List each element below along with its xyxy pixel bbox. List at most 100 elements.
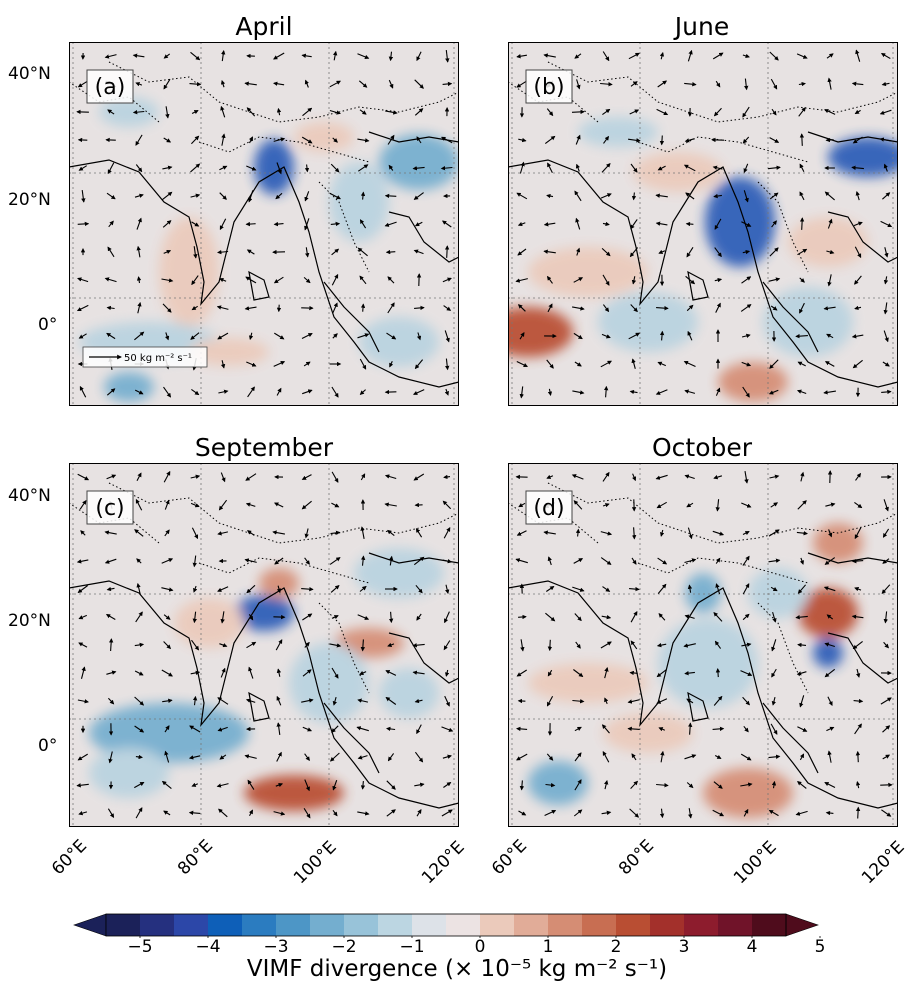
lon-tick-120e-right: 120°E bbox=[858, 837, 909, 889]
flux-vector-arrow bbox=[684, 670, 695, 676]
flux-vector-arrow bbox=[357, 164, 369, 172]
flux-vector-arrow bbox=[161, 780, 172, 790]
flux-vector-arrow bbox=[601, 247, 611, 257]
flux-vector-arrow bbox=[78, 642, 88, 648]
flux-vector-arrow bbox=[217, 697, 229, 705]
flux-vector-arrow bbox=[162, 698, 173, 703]
flux-vector-arrow bbox=[879, 137, 892, 142]
flux-vector-arrow bbox=[276, 162, 282, 175]
coastline bbox=[248, 270, 270, 301]
flux-vector-arrow bbox=[826, 726, 835, 732]
flux-vector-arrow bbox=[825, 502, 836, 507]
flux-vector-arrow bbox=[771, 696, 777, 706]
flux-vector-arrow bbox=[571, 109, 585, 115]
flux-vector-arrow bbox=[771, 780, 777, 789]
flux-vector-arrow bbox=[220, 360, 226, 369]
flux-vector-arrow bbox=[386, 780, 396, 790]
flux-vector-arrow bbox=[163, 641, 172, 650]
flux-vector-arrow bbox=[797, 781, 807, 789]
flux-vector-arrow bbox=[220, 611, 225, 624]
flux-vector-arrow bbox=[416, 613, 422, 621]
flux-vector-arrow bbox=[414, 782, 425, 787]
map-panel-june: (b) bbox=[508, 42, 898, 406]
flux-vector-arrow bbox=[246, 584, 256, 594]
divergence-patch bbox=[508, 307, 573, 357]
flux-vector-arrow bbox=[303, 808, 311, 819]
flux-vector-arrow bbox=[883, 330, 889, 343]
flux-vector-arrow bbox=[601, 614, 612, 620]
flux-vector-arrow bbox=[855, 49, 861, 62]
flux-vector-arrow bbox=[248, 666, 254, 679]
flux-vector-arrow bbox=[884, 247, 889, 258]
flux-vector-arrow bbox=[543, 53, 556, 58]
flux-vector-arrow bbox=[854, 275, 862, 285]
flux-vector-arrow bbox=[330, 163, 340, 173]
flux-vector-arrow bbox=[743, 163, 749, 174]
colorbar-tick-label: 2 bbox=[610, 937, 622, 957]
flux-vector-arrow bbox=[301, 136, 313, 144]
flux-vector-arrow bbox=[329, 752, 340, 762]
flux-vector-arrow bbox=[332, 50, 338, 61]
flux-vector-arrow bbox=[827, 77, 832, 90]
flux-vector-arrow bbox=[575, 163, 581, 172]
flux-vector-arrow bbox=[247, 386, 255, 398]
flux-vector-arrow bbox=[600, 641, 612, 649]
flux-vector-arrow bbox=[357, 333, 370, 339]
flux-vector-arrow bbox=[740, 670, 753, 677]
divergence-patch bbox=[658, 618, 758, 708]
flux-vector-arrow bbox=[823, 306, 836, 311]
flux-vector-arrow bbox=[686, 502, 694, 508]
flux-vector-arrow bbox=[414, 108, 424, 116]
flux-vector-arrow bbox=[545, 586, 555, 592]
flux-vector-arrow bbox=[190, 670, 201, 676]
flux-vector-arrow bbox=[571, 306, 585, 311]
flux-vector-arrow bbox=[359, 670, 367, 675]
flux-vector-arrow bbox=[190, 332, 200, 340]
flux-vector-arrow bbox=[220, 472, 226, 483]
flux-vector-arrow bbox=[687, 722, 693, 735]
flux-vector-arrow bbox=[546, 275, 553, 284]
flux-vector-arrow bbox=[360, 555, 366, 566]
divergence-patch bbox=[798, 588, 858, 638]
flux-vector-arrow bbox=[273, 221, 284, 227]
flux-vector-arrow bbox=[304, 218, 310, 231]
flux-vector-arrow bbox=[246, 530, 255, 536]
flux-vector-arrow bbox=[163, 470, 171, 483]
divergence-patch bbox=[254, 139, 294, 195]
flux-vector-arrow bbox=[445, 358, 450, 371]
flux-vector-arrow bbox=[304, 779, 310, 792]
flux-vector-arrow bbox=[136, 217, 142, 230]
flux-vector-arrow bbox=[216, 783, 229, 788]
flux-vector-arrow bbox=[516, 753, 528, 761]
flux-vector-arrow bbox=[388, 79, 394, 89]
flux-vector-arrow bbox=[576, 79, 581, 90]
flux-vector-arrow bbox=[770, 723, 778, 735]
flux-vector-arrow bbox=[388, 164, 394, 171]
flux-vector-arrow bbox=[630, 611, 638, 623]
flux-vector-arrow bbox=[629, 808, 640, 818]
flux-vector-arrow bbox=[413, 473, 425, 481]
flux-vector-arrow bbox=[795, 810, 808, 816]
flux-vector-arrow bbox=[274, 332, 285, 340]
flux-vector-arrow bbox=[107, 697, 115, 705]
flux-vector-arrow bbox=[629, 247, 639, 258]
flux-vector-arrow bbox=[823, 390, 836, 395]
flux-vector-arrow bbox=[385, 110, 398, 115]
panel-frame bbox=[508, 463, 898, 827]
flux-vector-arrow bbox=[276, 107, 282, 116]
flux-vector-arrow bbox=[854, 723, 862, 735]
flux-vector-arrow bbox=[545, 782, 556, 788]
flux-vector-arrow bbox=[359, 275, 367, 285]
divergence-patch bbox=[379, 668, 439, 718]
flux-vector-arrow bbox=[600, 557, 612, 565]
flux-vector-arrow bbox=[191, 782, 199, 787]
flux-vector-arrow bbox=[273, 81, 285, 86]
map-panel-september: (c) bbox=[69, 463, 459, 827]
flux-vector-arrow bbox=[824, 668, 836, 678]
flux-vector-arrow bbox=[248, 190, 254, 203]
flux-vector-arrow bbox=[799, 695, 805, 708]
flux-vector-arrow bbox=[547, 639, 553, 652]
flux-vector-arrow bbox=[575, 247, 581, 256]
flux-vector-arrow bbox=[357, 698, 369, 703]
flux-vector-arrow bbox=[191, 527, 199, 540]
